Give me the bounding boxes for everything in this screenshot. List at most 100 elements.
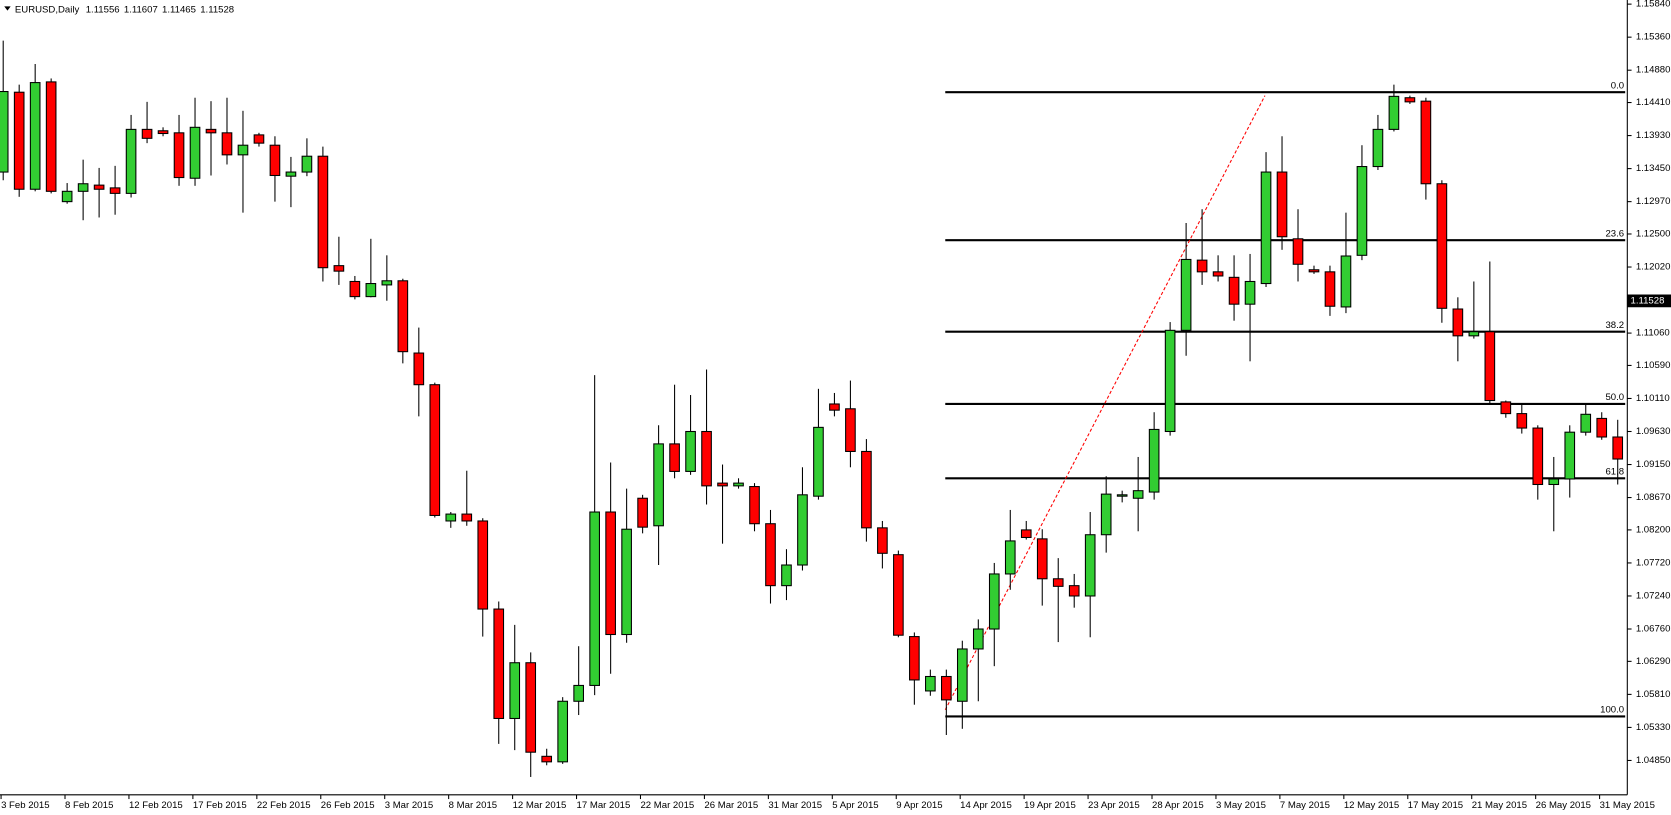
y-tick-label: 1.06290	[1636, 656, 1671, 667]
x-tick-label: 19 Apr 2015	[1024, 800, 1076, 811]
candle-body	[141, 128, 153, 139]
candle-body	[365, 283, 377, 298]
candle-body	[829, 403, 840, 411]
candle-body	[1276, 171, 1288, 238]
candle-body	[1324, 271, 1336, 307]
symbol: EURUSD,Daily	[15, 4, 80, 15]
candle-body	[573, 684, 584, 702]
candle-body	[893, 554, 904, 636]
x-tick-label: 26 Feb 2015	[321, 800, 375, 811]
candle-body	[301, 155, 313, 173]
candle-body	[701, 430, 712, 487]
candle-body	[1180, 258, 1192, 331]
candle-body	[605, 511, 616, 636]
candle-body	[1116, 494, 1128, 497]
candle-body	[1260, 171, 1272, 285]
candle-body	[445, 513, 457, 522]
x-tick-label: 26 Mar 2015	[704, 800, 758, 811]
y-tick-label: 1.10590	[1636, 360, 1671, 371]
candle-body	[1516, 413, 1528, 429]
candle-body	[429, 384, 441, 516]
y-tick-label: 1.07720	[1636, 557, 1671, 568]
x-tick-label: 8 Feb 2015	[65, 800, 113, 811]
candle-body	[1372, 128, 1384, 168]
y-tick-label: 1.12970	[1636, 196, 1671, 207]
candle-body	[972, 628, 984, 650]
candle-body	[1484, 331, 1496, 402]
x-tick-label: 28 Apr 2015	[1152, 800, 1204, 811]
candle-body	[1388, 95, 1400, 130]
candle-body	[61, 190, 73, 203]
y-tick-label: 1.14410	[1636, 97, 1671, 108]
candle-body	[29, 82, 41, 190]
candle-body	[781, 564, 792, 587]
x-tick-label: 17 Mar 2015	[577, 800, 631, 811]
candle-body	[109, 187, 121, 194]
candle-body	[333, 265, 345, 272]
menu-icon[interactable]	[4, 6, 11, 11]
fib-level-label: 23.6	[1605, 228, 1624, 239]
x-tick-label: 9 Apr 2015	[896, 800, 942, 811]
candle-body	[1500, 401, 1512, 415]
candle-body	[1052, 578, 1064, 587]
candle-body	[1308, 269, 1320, 273]
candle-body	[1164, 329, 1176, 433]
candle-body	[1084, 534, 1096, 597]
candle-body	[941, 675, 952, 701]
candle-body	[813, 426, 824, 497]
candle-body	[221, 132, 233, 156]
candle-body	[845, 408, 856, 452]
chart-header: EURUSD,Daily 1.11556 1.11607 1.11465 1.11528	[15, 4, 234, 15]
y-tick-label: 1.15840	[1636, 0, 1671, 10]
candle-body	[877, 527, 888, 554]
candle-body	[1356, 166, 1368, 256]
candle-body	[1020, 529, 1032, 539]
fib-trend-line	[944, 95, 1266, 711]
candle-body	[413, 352, 425, 386]
candle-body	[717, 482, 728, 487]
x-tick-label: 7 May 2015	[1280, 800, 1330, 811]
candle-body	[0, 90, 9, 173]
x-tick-label: 31 Mar 2015	[768, 800, 822, 811]
candle-body	[1420, 100, 1432, 185]
candle-body	[253, 134, 265, 144]
candle-body	[765, 523, 776, 587]
y-tick-label: 1.04850	[1636, 755, 1671, 766]
candle-body	[589, 511, 600, 686]
y-tick-label: 1.08200	[1636, 524, 1671, 535]
candle-body	[1436, 183, 1448, 309]
candle-body	[1132, 490, 1144, 499]
candle-body	[13, 91, 25, 190]
price-tag	[1627, 294, 1671, 308]
x-tick-label: 22 Mar 2015	[640, 800, 694, 811]
x-tick-label: 12 May 2015	[1344, 800, 1399, 811]
candle-body	[509, 662, 521, 720]
candle-body	[205, 128, 217, 134]
candle-body	[1404, 97, 1416, 103]
x-tick-label: 22 Feb 2015	[257, 800, 311, 811]
candle-body	[557, 700, 569, 763]
plot-area: 0.0 23.6 38.2 50.0 61.8 100.0	[0, 40, 1626, 777]
candle-body	[637, 497, 648, 528]
y-tick-label: 1.07240	[1636, 591, 1671, 602]
candle-body	[189, 126, 201, 179]
candle-body	[525, 662, 537, 753]
candle-body	[861, 450, 872, 529]
candle-body	[1548, 478, 1560, 486]
candle-body	[749, 486, 760, 525]
fib-level-label: 38.2	[1605, 320, 1624, 331]
candle-body	[45, 81, 57, 192]
candle-body	[349, 280, 361, 298]
y-tick-label: 1.13450	[1636, 163, 1671, 174]
quote-close: 1.11528	[200, 4, 234, 15]
candle-body	[1452, 308, 1464, 337]
candle-body	[461, 513, 473, 522]
candle-body	[621, 528, 632, 636]
y-tick-label: 1.13930	[1636, 130, 1671, 141]
fib-level-label: 0.0	[1611, 80, 1624, 91]
quote-high: 1.11607	[124, 4, 158, 15]
candle-body	[285, 171, 297, 177]
candle-body	[1292, 238, 1304, 265]
candle-body	[541, 755, 553, 763]
